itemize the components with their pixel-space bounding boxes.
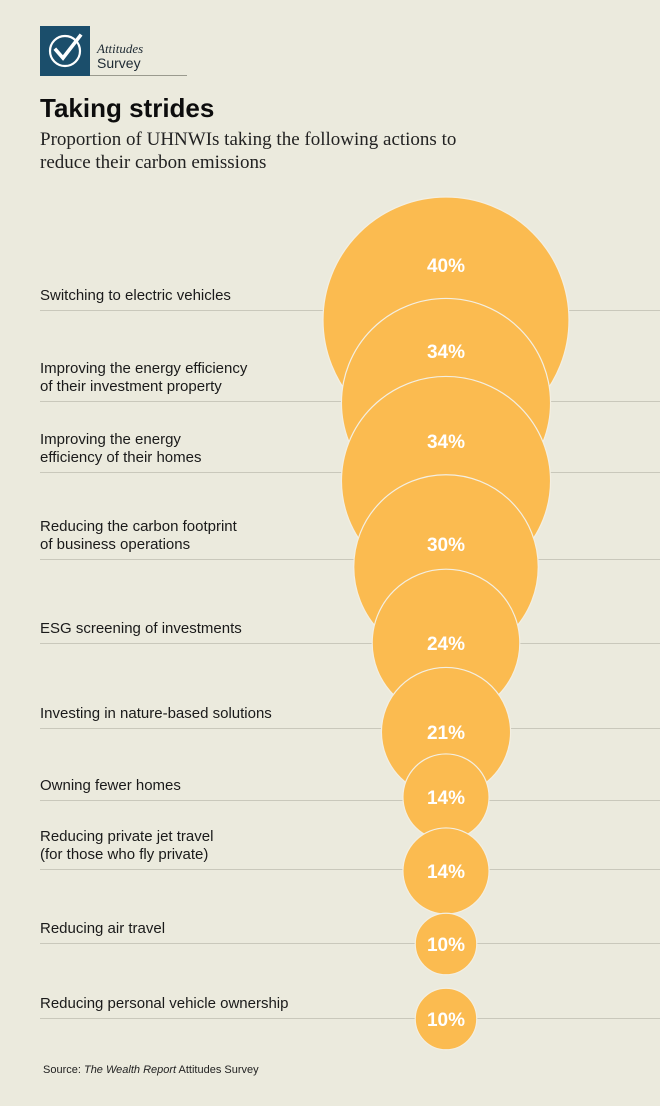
value-label-6: 21% [427,723,465,744]
value-label-5: 24% [427,634,465,655]
category-label-10: Reducing personal vehicle ownership [40,995,288,1012]
value-label-10: 10% [427,1010,465,1031]
category-label-8: Reducing private jet travel (for those wh… [40,828,213,863]
logo-underline [90,75,187,76]
value-label-7: 14% [427,788,465,809]
source-publication: The Wealth Report [83,1064,177,1076]
bubble-9 [414,912,478,976]
value-label-2: 34% [427,342,465,363]
chart-subtitle: Proportion of UHNWIs taking the followin… [40,129,457,173]
category-label-5: ESG screening of investments [40,620,242,637]
category-label-9: Reducing air travel [40,920,165,937]
source-note: Source: The Wealth Report Attitudes Surv… [43,1064,259,1076]
category-label-7: Owning fewer homes [40,777,181,794]
source-prefix: Source: [43,1064,84,1076]
category-label-4: Reducing the carbon footprint of business… [40,518,238,553]
value-label-8: 14% [427,862,465,883]
value-label-1: 40% [427,256,465,277]
value-label-3: 34% [427,432,465,453]
category-label-1: Switching to electric vehicles [40,287,231,304]
value-label-9: 10% [427,935,465,956]
category-label-3: Improving the energy efficiency of their … [40,431,201,466]
chart-title: Taking strides [40,93,215,123]
category-label-6: Investing in nature-based solutions [40,705,272,722]
value-label-4: 30% [427,535,465,556]
attitudes-survey-logo: Attitudes Survey [40,26,187,76]
logo-text-survey: Survey [97,55,141,71]
logo-text-attitudes: Attitudes [97,41,144,56]
category-label-2: Improving the energy efficiency of their … [40,360,248,395]
checkmark-icon [40,26,90,76]
source-suffix: Attitudes Survey [176,1064,259,1076]
bubble-10 [414,987,478,1051]
